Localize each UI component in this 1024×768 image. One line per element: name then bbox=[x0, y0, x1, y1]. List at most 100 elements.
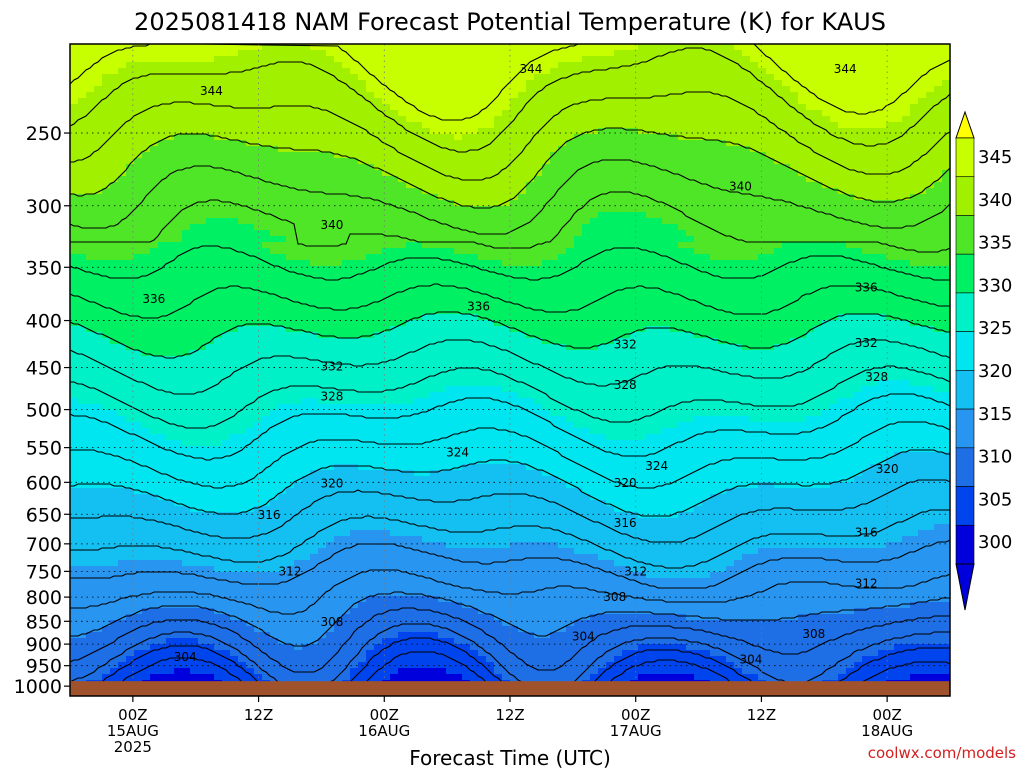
y-axis: 2503003504004505005506006507007508008509… bbox=[14, 123, 70, 698]
contour-label: 304 bbox=[572, 630, 595, 644]
contour-314 bbox=[70, 539, 950, 589]
colorbar: 300 305 310 315 320 325 330 335 340 345 bbox=[955, 110, 1012, 611]
x-tick-label: 00Z bbox=[621, 706, 650, 724]
contour-label: 324 bbox=[645, 459, 668, 473]
contour-344 bbox=[70, 47, 950, 153]
contour-label: 344 bbox=[519, 62, 542, 76]
x-tick-label: 18AUG bbox=[861, 722, 913, 740]
colorbar-box bbox=[955, 331, 975, 371]
contour-310 bbox=[70, 591, 950, 647]
contour-label: 316 bbox=[855, 525, 878, 539]
contour-326 bbox=[70, 365, 950, 429]
x-axis-label: Forecast Time (UTC) bbox=[409, 746, 611, 768]
contour-label: 304 bbox=[739, 652, 762, 666]
x-tick-label: 15AUG bbox=[107, 722, 159, 740]
contour-label: 308 bbox=[603, 590, 626, 604]
y-tick-label: 600 bbox=[26, 472, 62, 494]
y-tick-label: 250 bbox=[26, 123, 62, 145]
x-tick-label: 17AUG bbox=[610, 722, 662, 740]
contour-label: 332 bbox=[320, 360, 343, 374]
colorbar-tick-label: 315 bbox=[978, 404, 1012, 425]
contour-label: 340 bbox=[729, 180, 752, 194]
y-tick-label: 950 bbox=[26, 656, 62, 678]
y-tick-label: 550 bbox=[26, 438, 62, 460]
ground-terrain bbox=[70, 681, 950, 696]
contour-330 bbox=[70, 311, 950, 359]
contour-label: 336 bbox=[142, 292, 165, 306]
x-tick-label: 00Z bbox=[118, 706, 147, 724]
colorbar-box bbox=[955, 524, 975, 565]
y-tick-label: 850 bbox=[26, 611, 62, 633]
x-tick-label: 2025 bbox=[114, 738, 152, 756]
contour-label: 344 bbox=[834, 62, 857, 76]
contour-label: 328 bbox=[614, 378, 637, 392]
contour-342 bbox=[70, 91, 950, 181]
x-tick-label: 16AUG bbox=[358, 722, 410, 740]
chart-title: 2025081418 NAM Forecast Potential Temper… bbox=[134, 8, 886, 36]
colorbar-tick-label: 335 bbox=[978, 233, 1012, 254]
contour-label: 340 bbox=[320, 218, 343, 232]
contour-label: 324 bbox=[446, 446, 469, 460]
colorbar-box bbox=[955, 176, 975, 216]
colorbar-box bbox=[955, 253, 975, 294]
colorbar-arrow-top bbox=[955, 110, 975, 139]
y-tick-label: 650 bbox=[26, 504, 62, 526]
contour-label: 320 bbox=[320, 477, 343, 491]
filled-contours bbox=[70, 44, 950, 696]
colorbar-box bbox=[955, 292, 975, 332]
y-tick-label: 750 bbox=[26, 561, 62, 583]
contour-306 bbox=[70, 623, 950, 685]
x-tick-label: 00Z bbox=[872, 706, 901, 724]
y-tick-label: 1000 bbox=[14, 676, 62, 698]
colorbar-tick-label: 345 bbox=[978, 147, 1012, 168]
y-tick-label: 300 bbox=[26, 196, 62, 218]
contour-label: 304 bbox=[174, 650, 197, 664]
x-tick-label: 00Z bbox=[370, 706, 399, 724]
contour-332 bbox=[70, 283, 950, 319]
contour-label: 332 bbox=[614, 338, 637, 352]
contour-label: 336 bbox=[467, 299, 490, 313]
y-tick-label: 450 bbox=[26, 358, 62, 380]
colorbar-arrow-bottom bbox=[955, 563, 975, 611]
colorbar-tick-label: 320 bbox=[978, 361, 1012, 382]
y-tick-label: 700 bbox=[26, 534, 62, 556]
x-tick-label: 12Z bbox=[747, 706, 776, 724]
colorbar-tick-label: 300 bbox=[978, 532, 1012, 553]
colorbar-box bbox=[955, 215, 975, 255]
contour-label: 320 bbox=[614, 476, 637, 490]
contour-labels: 344 344 344 340 340 336 336 336 332 332 332 328 328 3… bbox=[142, 62, 898, 666]
colorbar-tick-label: 325 bbox=[978, 318, 1012, 339]
contour-label: 328 bbox=[320, 390, 343, 404]
colorbar-tick-label: 340 bbox=[978, 190, 1012, 211]
contour-304 bbox=[97, 637, 950, 685]
contour-340 bbox=[70, 127, 950, 209]
colorbar-box bbox=[955, 447, 975, 487]
contour-322 bbox=[70, 421, 950, 489]
contour-label: 308 bbox=[320, 615, 343, 629]
colorbar-tick-label: 310 bbox=[978, 447, 1012, 468]
contour-label: 312 bbox=[855, 576, 878, 590]
contour-318 bbox=[70, 479, 950, 543]
contour-label: 332 bbox=[855, 336, 878, 350]
x-tick-label: 12Z bbox=[244, 706, 273, 724]
contour-label: 316 bbox=[258, 508, 281, 522]
colorbar-box bbox=[955, 486, 975, 526]
contour-346 bbox=[70, 44, 950, 121]
plot-area: 344 344 344 340 340 336 336 336 332 332 332 328 328 3… bbox=[70, 44, 950, 696]
contour-308 bbox=[70, 607, 950, 673]
colorbar-tick-label: 330 bbox=[978, 275, 1012, 296]
y-tick-label: 800 bbox=[26, 587, 62, 609]
contour-label: 316 bbox=[614, 516, 637, 530]
contour-302 bbox=[117, 651, 950, 685]
contour-label: 312 bbox=[279, 564, 302, 578]
colorbar-box bbox=[955, 370, 975, 410]
y-tick-label: 500 bbox=[26, 400, 62, 422]
credit-text: coolwx.com/models bbox=[868, 744, 1016, 762]
contour-label: 344 bbox=[200, 84, 223, 98]
contour-label: 328 bbox=[865, 370, 888, 384]
contour-lines bbox=[70, 44, 950, 685]
y-tick-label: 350 bbox=[26, 257, 62, 279]
contour-label: 312 bbox=[624, 564, 647, 578]
